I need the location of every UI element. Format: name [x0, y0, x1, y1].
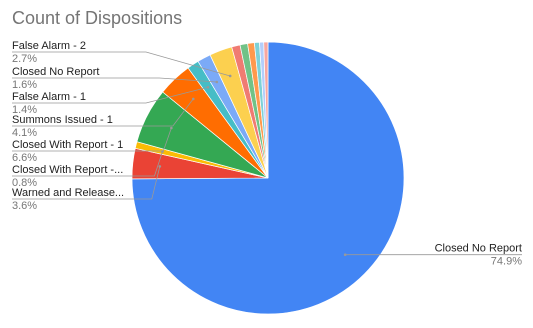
slice-value-label: 74.9% [491, 256, 522, 268]
pie-slice [263, 41, 269, 179]
leader-line [12, 151, 163, 177]
slice-value-label: 2.7% [12, 53, 37, 65]
slice-value-label: 6.6% [12, 152, 37, 164]
leader-dot [343, 253, 347, 256]
leader-line [12, 51, 231, 77]
leader-dot [206, 85, 210, 89]
slice-label: Warned and Release... [12, 187, 124, 199]
slice-value-label: 4.1% [12, 127, 37, 139]
leader-dot [158, 165, 162, 168]
slice-value-label: 3.6% [12, 200, 37, 212]
leader-line [12, 127, 172, 152]
slice-label: False Alarm - 2 [12, 40, 86, 52]
slice-value-label: 1.6% [12, 79, 37, 91]
slice-label: False Alarm - 1 [12, 91, 86, 103]
leader-dot [191, 97, 195, 101]
leader-line [12, 98, 194, 127]
leader-line [12, 86, 209, 104]
slice-label: Closed No Report [12, 66, 99, 78]
leader-dot [215, 80, 219, 84]
leader-dot [170, 126, 173, 130]
slice-label: Closed With Report -... [12, 164, 123, 176]
slice-value-label: 0.8% [12, 177, 37, 189]
slice-label: Closed With Report - 1 [12, 139, 123, 151]
leader-dot [228, 74, 232, 78]
leader-line [12, 77, 217, 83]
chart-title: Count of Dispositions [12, 8, 182, 28]
slice-label: Closed No Report [435, 243, 522, 255]
leader-line [12, 166, 161, 200]
slice-value-label: 1.4% [12, 104, 37, 116]
slice-label: Summons Issued - 1 [12, 114, 113, 126]
